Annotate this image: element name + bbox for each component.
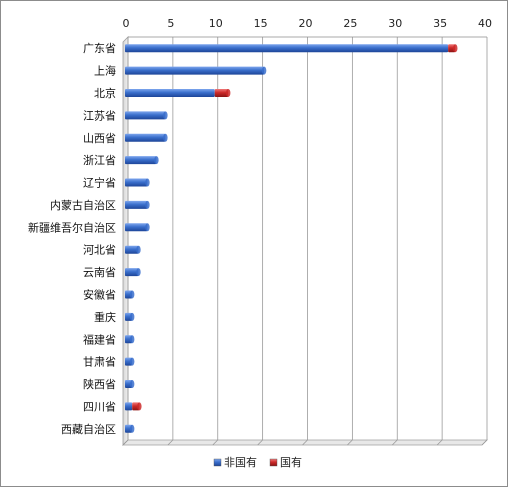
bar-non-state <box>125 44 449 53</box>
gridline-depth <box>347 439 353 446</box>
bar-non-state <box>125 245 139 254</box>
x-tick-label: 35 <box>433 17 447 30</box>
category-label: 福建省 <box>83 332 116 346</box>
bar-end-cap <box>145 200 150 209</box>
category-label: 陕西省 <box>83 377 116 391</box>
bar-end-cap <box>145 223 150 232</box>
bar-non-state <box>125 200 148 209</box>
bar-non-state <box>125 156 157 165</box>
category-label: 河北省 <box>83 244 116 257</box>
bar-end-cap <box>129 424 135 433</box>
x-tick-label: 25 <box>343 17 357 30</box>
bar-end-cap <box>154 156 159 165</box>
bar-end-cap <box>129 380 135 389</box>
gridline-depth <box>167 439 174 446</box>
bar-end-cap <box>136 268 141 277</box>
gridline-depth <box>481 439 488 446</box>
x-tick-label: 15 <box>254 17 268 30</box>
category-label: 山西省 <box>83 132 116 145</box>
category-label: 新疆维吾尔自治区 <box>28 220 116 234</box>
category-label: 浙江省 <box>83 154 116 167</box>
bar-non-state <box>125 66 265 75</box>
category-label: 北京 <box>94 86 116 100</box>
gridline-depth <box>436 439 443 446</box>
bar-end-cap <box>129 312 135 321</box>
bar-non-state <box>125 223 148 232</box>
bar-non-state <box>125 402 133 411</box>
x-tick-label: 30 <box>388 17 402 30</box>
bar-end-cap <box>261 66 267 75</box>
x-tick-label: 10 <box>209 17 223 30</box>
legend-swatch <box>213 458 222 467</box>
category-label: 内蒙古自治区 <box>50 198 116 212</box>
bar-end-cap <box>129 290 135 299</box>
legend-label: 非国有 <box>224 455 257 469</box>
x-tick-label: 20 <box>299 17 313 30</box>
bar-state <box>214 88 229 97</box>
bar-end-cap <box>226 88 231 97</box>
bar-non-state <box>125 88 215 97</box>
category-label: 重庆 <box>94 310 116 324</box>
gridline-depth <box>257 439 263 446</box>
bar-end-cap <box>137 402 142 411</box>
category-label: 辽宁省 <box>83 176 116 190</box>
bar-non-state <box>125 133 166 142</box>
bar-end-cap <box>129 335 135 344</box>
category-label: 四川省 <box>83 400 116 413</box>
x-tick-label: 5 <box>167 17 174 30</box>
gridline-depth <box>122 439 129 446</box>
bar-non-state <box>125 268 139 277</box>
category-label: 广东省 <box>83 42 116 55</box>
category-label: 上海 <box>94 64 116 78</box>
bar-end-cap <box>129 357 135 366</box>
x-tick-label: 40 <box>478 17 492 30</box>
category-label: 江苏省 <box>83 109 116 122</box>
category-label: 西藏自治区 <box>61 422 116 436</box>
gridline-depth <box>391 439 398 446</box>
category-label: 安徽省 <box>83 287 116 301</box>
bar-end-cap <box>163 111 168 120</box>
bar-non-state <box>125 111 166 120</box>
gridline-depth <box>302 439 308 446</box>
category-label: 云南省 <box>83 266 116 279</box>
gridline-depth <box>212 439 219 446</box>
bar-non-state <box>125 178 148 187</box>
legend-swatch <box>269 458 278 467</box>
x-tick-label: 0 <box>123 17 130 30</box>
category-label: 甘肃省 <box>83 356 116 369</box>
bar-end-cap <box>145 178 150 187</box>
bar-end-cap <box>163 133 168 142</box>
legend-label: 国有 <box>280 455 302 469</box>
bar-end-cap <box>453 44 458 53</box>
bar-end-cap <box>136 245 141 254</box>
